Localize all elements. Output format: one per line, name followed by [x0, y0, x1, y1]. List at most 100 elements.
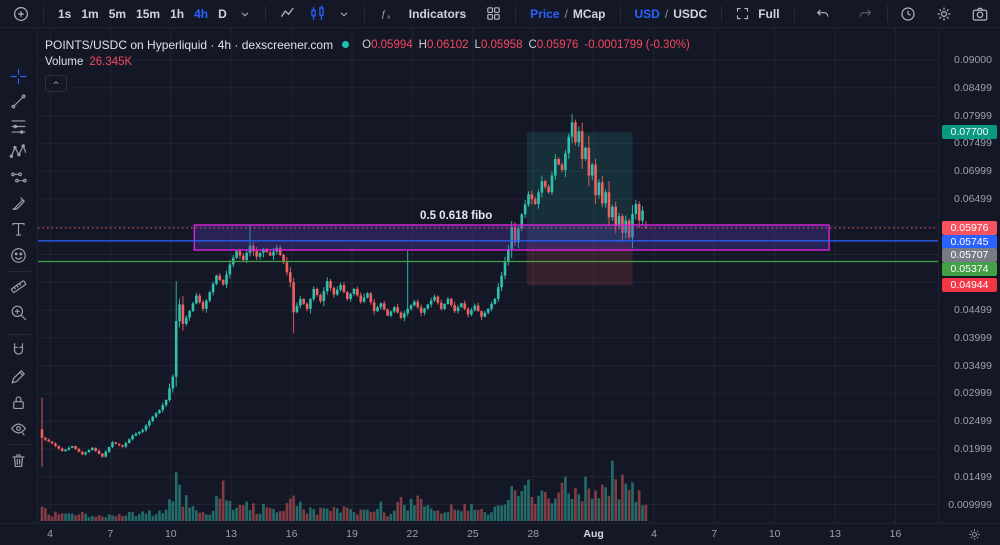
- time-axis-label: 25: [466, 528, 479, 540]
- open-value: 0.05994: [371, 38, 413, 51]
- fibo-annotation-label[interactable]: 0.5 0.618 fibo: [420, 210, 492, 222]
- fx-icon[interactable]: f x: [374, 3, 402, 25]
- change-value: -0.0001799 (-0.30%): [584, 38, 690, 51]
- time-axis-label: 13: [829, 528, 841, 540]
- timeframe-button-1s[interactable]: 1s: [58, 6, 72, 21]
- price-axis-label: 0.07999: [954, 109, 992, 122]
- brush-tool[interactable]: [5, 191, 33, 215]
- drawing-pencil-tool[interactable]: [5, 364, 33, 388]
- price-axis-label: 0.06999: [954, 165, 992, 178]
- magnet-tool[interactable]: [5, 338, 33, 362]
- fullscreen-icon[interactable]: [731, 4, 754, 23]
- hide-drawings-tool[interactable]: [5, 416, 33, 440]
- volume-series: [40, 460, 648, 521]
- high-value: 0.06102: [426, 38, 469, 51]
- timeframe-button-5m[interactable]: 5m: [108, 6, 127, 21]
- candlestick-chart[interactable]: 0.5 0.618 fibo: [38, 28, 938, 523]
- top-toolbar: 1s 1m 5m 15m 1h 4h D f x Indicators: [0, 0, 1000, 28]
- close-label: C: [528, 38, 537, 51]
- settings-gear-icon[interactable]: [931, 3, 957, 25]
- fullscreen-button[interactable]: Full: [758, 6, 780, 21]
- time-axis-label: 16: [285, 528, 298, 540]
- emoji-tool[interactable]: [5, 243, 33, 267]
- fib-retracement-tool[interactable]: [5, 114, 33, 138]
- toolbar-separator: [886, 5, 888, 22]
- toolbar-separator: [619, 5, 621, 22]
- time-axis-label: 7: [107, 528, 114, 540]
- fibo-zone-rect[interactable]: [193, 224, 830, 251]
- add-compare-icon[interactable]: [8, 3, 34, 25]
- price-axis-label: 0.06499: [954, 193, 992, 205]
- svg-text:x: x: [386, 13, 390, 20]
- toolbar-separator: [793, 5, 795, 22]
- price-tag-entry: 0.05707: [942, 248, 997, 262]
- line-chart-type-icon[interactable]: [275, 2, 302, 25]
- price-axis-label: 0.01999: [954, 443, 992, 455]
- time-axis-label: 7: [711, 528, 718, 540]
- low-value: 0.05958: [480, 38, 523, 51]
- toolbar-divider: [7, 271, 31, 272]
- timeframe-button-15m[interactable]: 15m: [136, 6, 161, 21]
- live-status-dot: [342, 41, 350, 49]
- low-label: L: [474, 38, 481, 51]
- undo-icon[interactable]: [810, 4, 836, 24]
- time-axis-label: 28: [527, 528, 540, 540]
- time-axis-label: 4: [651, 528, 657, 540]
- price-axis[interactable]: 0.09000 0.08499 0.07999 0.07499 0.06999 0.064…: [938, 28, 1000, 523]
- price-axis-label: 0.03499: [954, 359, 992, 372]
- drawing-toolbar: [0, 28, 38, 523]
- timeframe-button-4h[interactable]: 4h: [194, 6, 209, 21]
- crosshair-tool[interactable]: [5, 64, 33, 88]
- position-forecast-tool[interactable]: [5, 165, 33, 189]
- legend-collapse-button[interactable]: [45, 74, 67, 92]
- mcap-toggle-button[interactable]: MCap: [572, 6, 606, 21]
- trendline-tool[interactable]: [5, 89, 33, 113]
- usdc-toggle-button[interactable]: USDC: [673, 6, 708, 21]
- time-axis-label: Aug: [583, 528, 604, 540]
- symbol-title[interactable]: POINTS/USDC on Hyperliquid · 4h · dexscr…: [45, 37, 334, 52]
- chart-legend: POINTS/USDC on Hyperliquid · 4h · dexscr…: [45, 36, 690, 92]
- price-toggle-button[interactable]: Price: [530, 6, 560, 21]
- price-axis-label: 0.02999: [954, 387, 992, 400]
- close-value: 0.05976: [536, 38, 579, 51]
- chart-pane[interactable]: 0.5 0.618 fibo POINTS/USDC on Hyperliqui…: [38, 28, 938, 523]
- camera-icon[interactable]: [967, 3, 993, 25]
- high-label: H: [418, 38, 427, 51]
- indicators-button[interactable]: Indicators: [408, 6, 467, 21]
- price-axis-label: 0.009999: [948, 498, 992, 511]
- toggle-slash: /: [664, 6, 669, 21]
- remove-drawings-tool[interactable]: [5, 448, 33, 472]
- toolbar-divider: [7, 334, 31, 335]
- text-tool[interactable]: [5, 217, 33, 241]
- lock-all-tool[interactable]: [5, 390, 33, 414]
- usd-toggle-button[interactable]: USD: [634, 6, 660, 21]
- price-axis-label: 0.08499: [954, 81, 992, 94]
- time-axis-label: 22: [406, 528, 419, 540]
- time-axis-label: 16: [889, 528, 902, 540]
- zoom-in-tool[interactable]: [5, 300, 33, 324]
- chart-type-chevron-down-icon[interactable]: [333, 5, 355, 23]
- price-axis-label: 0.04499: [954, 304, 992, 317]
- time-axis[interactable]: 4 7 10 13 16 19 22 25 28 Aug 4 7 10 13 16: [0, 523, 1000, 545]
- clock-icon[interactable]: [895, 3, 921, 25]
- volume-label[interactable]: Volume: [45, 55, 84, 68]
- time-axis-label: 13: [225, 528, 238, 540]
- ruler-tool[interactable]: [5, 274, 33, 298]
- redo-icon[interactable]: [852, 4, 878, 24]
- candle-series: [40, 113, 648, 467]
- price-tag-last-price: 0.05976: [942, 221, 997, 235]
- price-axis-label: 0.09000: [954, 54, 992, 67]
- axis-settings-gear-icon[interactable]: [967, 527, 982, 545]
- layout-grid-icon[interactable]: [481, 3, 506, 24]
- timeframe-chevron-down-icon[interactable]: [234, 5, 256, 23]
- timeframe-button-D[interactable]: D: [218, 6, 227, 21]
- xabcd-pattern-tool[interactable]: [5, 139, 33, 163]
- price-tag-target: 0.07700: [942, 125, 997, 140]
- time-axis-label: 19: [346, 528, 358, 540]
- time-axis-label: 10: [768, 528, 781, 540]
- candlestick-chart-type-icon[interactable]: [304, 2, 331, 25]
- timeframe-button-1m[interactable]: 1m: [81, 6, 99, 21]
- price-axis-label: 0.02499: [954, 415, 992, 428]
- timeframe-button-1h[interactable]: 1h: [170, 6, 185, 21]
